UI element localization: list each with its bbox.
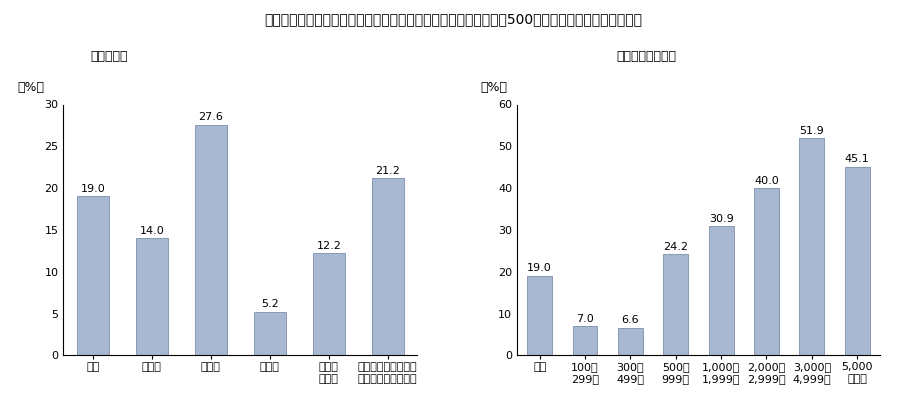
Bar (572, 326, 598, 355)
Text: 5.2: 5.2 (261, 299, 278, 309)
Text: 12.2: 12.2 (317, 241, 341, 251)
Bar (754, 188, 779, 355)
Bar (844, 167, 870, 355)
Text: 14.0: 14.0 (140, 226, 164, 236)
Text: 運輸業、金融・保険業、卸売・小売業、建設業の導入率が低く、500人未満の企業の導入率が低い: 運輸業、金融・保険業、卸売・小売業、建設業の導入率が低く、500人未満の企業の導… (265, 13, 642, 26)
Text: 7.0: 7.0 (576, 314, 594, 324)
Bar (527, 276, 552, 355)
Text: 45.1: 45.1 (844, 154, 870, 164)
Text: 6.6: 6.6 (621, 315, 639, 325)
Text: 51.9: 51.9 (799, 126, 824, 136)
Text: 27.6: 27.6 (199, 112, 223, 122)
Bar (254, 312, 286, 355)
Text: 30.9: 30.9 (708, 214, 734, 224)
Bar (799, 138, 824, 355)
Bar (136, 238, 168, 355)
Bar (77, 196, 109, 355)
Bar (708, 226, 734, 355)
Text: 19.0: 19.0 (527, 263, 552, 273)
Text: 40.0: 40.0 (754, 176, 779, 186)
Bar (618, 328, 643, 355)
Text: （産業別）: （産業別） (91, 50, 128, 63)
Text: 19.0: 19.0 (81, 184, 105, 194)
Bar (313, 253, 345, 355)
Bar (195, 125, 227, 355)
Text: （%）: （%） (17, 82, 44, 94)
Bar (663, 254, 688, 355)
Text: （従業員規模別）: （従業員規模別） (617, 50, 677, 63)
Text: （%）: （%） (481, 82, 508, 94)
Text: 24.2: 24.2 (663, 242, 688, 252)
Bar (372, 178, 404, 355)
Text: 21.2: 21.2 (375, 166, 400, 176)
